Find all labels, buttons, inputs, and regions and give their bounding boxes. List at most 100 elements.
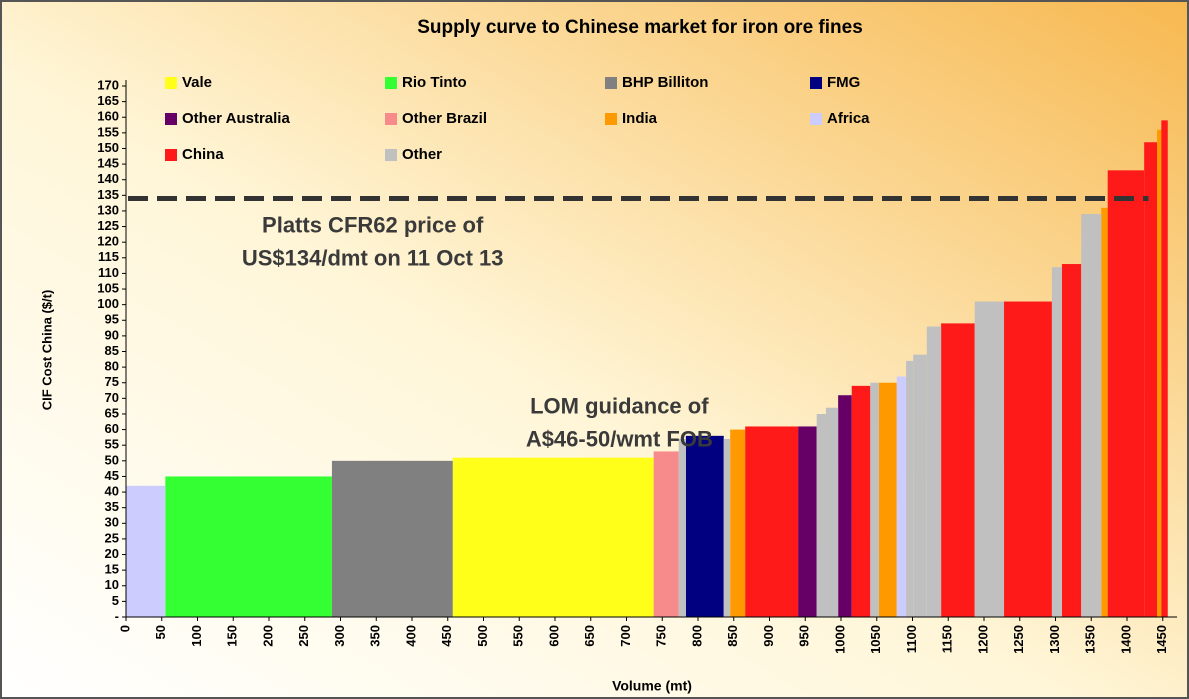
y-tick-label: 125 <box>97 218 119 233</box>
x-tick-label: 800 <box>689 625 704 647</box>
x-tick-label: 150 <box>225 625 240 647</box>
y-tick-label: 85 <box>105 343 119 358</box>
bar <box>1101 207 1108 618</box>
bar <box>126 485 166 617</box>
y-tick-label: 145 <box>97 156 119 171</box>
bar <box>685 435 724 617</box>
legend-label: Rio Tinto <box>402 74 467 91</box>
x-tick-label: 100 <box>189 625 204 647</box>
legend-swatch <box>810 113 822 125</box>
bar <box>851 385 871 617</box>
bar <box>745 426 799 617</box>
x-tick-label: 650 <box>582 625 597 647</box>
x-tick-label: 550 <box>511 625 526 647</box>
legend-label: FMG <box>827 74 860 91</box>
bar <box>941 323 975 617</box>
bar <box>1144 142 1158 618</box>
y-tick-label: 115 <box>98 249 119 264</box>
y-tick-label: 110 <box>98 265 119 280</box>
bar <box>798 426 817 617</box>
y-tick-label: 15 <box>105 562 119 577</box>
x-tick-label: 600 <box>546 625 561 647</box>
x-tick-label: 900 <box>761 625 776 647</box>
bar <box>653 451 679 617</box>
bar <box>974 301 1005 617</box>
x-tick-label: 400 <box>403 625 418 647</box>
legend-label: India <box>622 110 658 127</box>
bar <box>1107 170 1145 617</box>
y-tick-label: 95 <box>105 312 119 327</box>
legend-label: Other Australia <box>182 110 290 127</box>
y-tick-label: - <box>115 608 119 623</box>
x-tick-label: 1400 <box>1118 625 1133 654</box>
bar <box>913 354 927 617</box>
bar <box>1061 264 1082 617</box>
legend-swatch <box>385 113 397 125</box>
y-tick-label: 90 <box>105 327 119 342</box>
legend-swatch <box>165 113 177 125</box>
x-tick-label: 1000 <box>832 625 847 654</box>
x-tick-label: 500 <box>475 625 490 647</box>
y-tick-label: 60 <box>105 421 119 436</box>
bar <box>878 382 897 617</box>
x-tick-label: 200 <box>260 625 275 647</box>
y-tick-label: 65 <box>105 405 119 420</box>
bar <box>165 476 332 617</box>
y-tick-label: 35 <box>105 499 119 514</box>
x-tick-label: 450 <box>439 625 454 647</box>
chart-title: Supply curve to Chinese market for iron … <box>417 17 863 38</box>
bar <box>926 326 942 617</box>
y-tick-label: 150 <box>97 140 119 155</box>
y-tick-label: 75 <box>105 374 119 389</box>
annotation: A$46-50/wmt FOB <box>526 427 713 452</box>
x-tick-label: 1050 <box>868 625 883 654</box>
annotation: LOM guidance of <box>530 394 709 419</box>
y-tick-label: 40 <box>105 483 119 498</box>
y-tick-label: 20 <box>105 546 119 561</box>
y-tick-label: 105 <box>97 280 119 295</box>
x-tick-label: 50 <box>153 625 168 639</box>
x-tick-label: 950 <box>797 625 812 647</box>
x-tick-label: 850 <box>725 625 740 647</box>
x-tick-label: 1100 <box>904 625 919 653</box>
bar <box>896 376 907 617</box>
x-axis-label: Volume (mt) <box>612 678 692 694</box>
bar <box>1051 267 1062 617</box>
legend-swatch <box>165 149 177 161</box>
y-axis-label: CIF Cost China ($/t) <box>39 290 54 411</box>
legend-label: Other <box>402 146 442 163</box>
x-tick-label: 700 <box>618 625 633 647</box>
y-tick-label: 160 <box>97 109 119 124</box>
legend-swatch <box>605 113 617 125</box>
bar <box>730 429 746 617</box>
legend-swatch <box>605 77 617 89</box>
y-tick-label: 55 <box>105 437 119 452</box>
legend-label: Africa <box>827 110 870 127</box>
x-tick-label: 1450 <box>1154 625 1169 654</box>
y-tick-label: 10 <box>105 577 119 592</box>
y-tick-label: 100 <box>97 296 119 311</box>
bar <box>678 438 686 617</box>
x-tick-label: 750 <box>654 625 669 647</box>
x-tick-label: 1250 <box>1011 625 1026 654</box>
legend-label: China <box>182 146 224 163</box>
y-tick-label: 80 <box>105 359 119 374</box>
y-tick-label: 25 <box>105 530 119 545</box>
x-tick-label: 300 <box>332 625 347 647</box>
y-tick-label: 5 <box>112 593 119 608</box>
y-tick-label: 120 <box>97 234 119 249</box>
legend-label: Vale <box>182 74 212 91</box>
legend-swatch <box>810 77 822 89</box>
bar <box>1161 120 1168 617</box>
bar <box>816 413 826 617</box>
bar <box>825 407 839 617</box>
x-tick-label: 1300 <box>1047 625 1062 654</box>
x-tick-label: 1150 <box>940 625 955 653</box>
x-tick-label: 250 <box>296 625 311 647</box>
bar <box>723 438 731 617</box>
x-tick-label: 1200 <box>975 625 990 654</box>
y-tick-label: 140 <box>97 171 119 186</box>
legend-swatch <box>165 77 177 89</box>
x-tick-label: 0 <box>117 625 132 632</box>
